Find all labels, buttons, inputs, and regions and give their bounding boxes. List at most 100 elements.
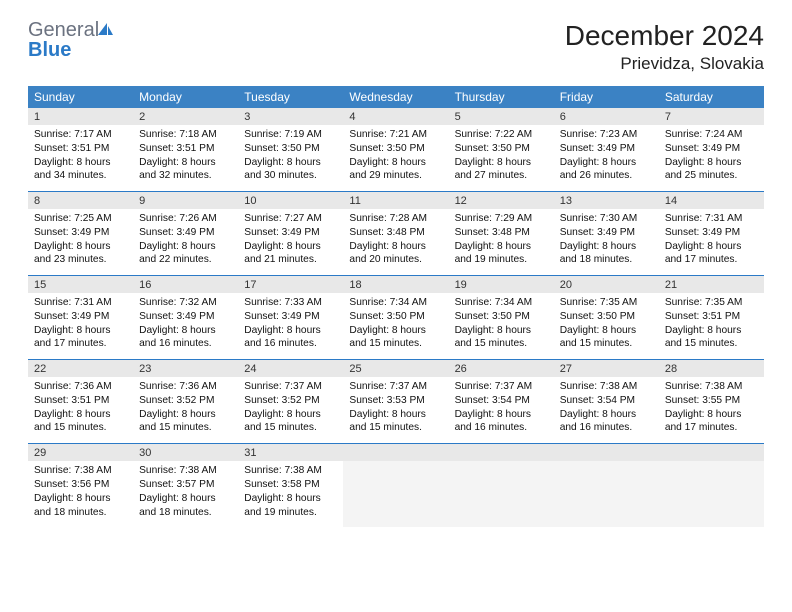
daylight-text: Daylight: 8 hours and 16 minutes. (560, 409, 636, 434)
col-header: Sunday (28, 86, 133, 108)
daylight-text: Daylight: 8 hours and 34 minutes. (34, 157, 110, 182)
daylight-text: Daylight: 8 hours and 15 minutes. (560, 325, 636, 350)
day-detail-cell: Sunrise: 7:36 AMSunset: 3:52 PMDaylight:… (133, 377, 238, 444)
day-detail-cell: Sunrise: 7:27 AM Sunset: 3:49 PM Daylight:… (238, 209, 343, 276)
sunset-text: Sunset: 3:49 PM (560, 227, 635, 238)
daylight-text: Daylight: 8 hours and 16 minutes. (244, 325, 320, 350)
day-detail-cell: Sunrise: 7:28 AMSunset: 3:48 PMDaylight:… (343, 209, 448, 276)
day-detail-cell: Sunrise: 7:37 AMSunset: 3:52 PMDaylight:… (238, 377, 343, 444)
sunrise-text: Sunrise: 7:30 AM (560, 213, 638, 224)
sunrise-text: Sunrise: 7:35 AM (560, 297, 638, 308)
daylight-text: Daylight: 8 hours and 27 minutes. (455, 157, 531, 182)
day-number-cell: 13 (554, 192, 659, 210)
day-number-row: 293031 (28, 444, 764, 462)
day-number-cell: 25 (343, 360, 448, 378)
sunset-text: Sunset: 3:50 PM (560, 311, 635, 322)
sunrise-text: Sunrise: 7:27 AM (244, 213, 322, 224)
sunrise-text: Sunrise: 7:25 AM (34, 213, 112, 224)
sunrise-text: Sunrise: 7:35 AM (665, 297, 743, 308)
day-detail-cell: Sunrise: 7:35 AMSunset: 3:51 PMDaylight:… (659, 293, 764, 360)
daylight-text: Daylight: 8 hours and 18 minutes. (560, 241, 636, 266)
day-number-cell: 30 (133, 444, 238, 462)
sunset-text: Sunset: 3:55 PM (665, 395, 740, 406)
day-detail-cell: Sunrise: 7:21 AMSunset: 3:50 PMDaylight:… (343, 125, 448, 192)
day-detail-cell: Sunrise: 7:33 AMSunset: 3:49 PMDaylight:… (238, 293, 343, 360)
sunset-text: Sunset: 3:51 PM (139, 143, 214, 154)
sunset-text: Sunset: 3:49 PM (34, 227, 109, 238)
sunset-text: Sunset: 3:49 PM (34, 311, 109, 322)
sunset-text: Sunset: 3:48 PM (349, 227, 424, 238)
sunrise-text: Sunrise: 7:24 AM (665, 129, 743, 140)
sunset-text: Sunset: 3:51 PM (34, 395, 109, 406)
daylight-text: Daylight: 8 hours and 20 minutes. (349, 241, 425, 266)
col-header: Monday (133, 86, 238, 108)
day-number-cell: 11 (343, 192, 448, 210)
daylight-text: Daylight: 8 hours and 21 minutes. (244, 241, 320, 266)
day-number-cell: 19 (449, 276, 554, 294)
day-number-cell: 27 (554, 360, 659, 378)
day-number-cell: 16 (133, 276, 238, 294)
day-number-cell: 10 (238, 192, 343, 210)
sunset-text: Sunset: 3:50 PM (455, 311, 530, 322)
sunrise-text: Sunrise: 7:38 AM (244, 465, 322, 476)
day-detail-cell: Sunrise: 7:38 AMSunset: 3:56 PMDaylight:… (28, 461, 133, 527)
day-number-cell: 12 (449, 192, 554, 210)
day-detail-cell: Sunrise: 7:32 AMSunset: 3:49 PMDaylight:… (133, 293, 238, 360)
sunrise-text: Sunrise: 7:38 AM (560, 381, 638, 392)
day-detail-cell: Sunrise: 7:31 AMSunset: 3:49 PMDaylight:… (28, 293, 133, 360)
daylight-text: Daylight: 8 hours and 19 minutes. (455, 241, 531, 266)
sunrise-text: Sunrise: 7:31 AM (665, 213, 743, 224)
sunset-text: Sunset: 3:58 PM (244, 479, 319, 490)
day-detail-cell: Sunrise: 7:19 AM Sunset: 3:50 PM Daylight:… (238, 125, 343, 192)
day-number-cell: 7 (659, 108, 764, 125)
daylight-text: Daylight: 8 hours and 30 minutes. (244, 157, 320, 182)
day-detail-cell: Sunrise: 7:34 AMSunset: 3:50 PMDaylight:… (343, 293, 448, 360)
sunrise-text: Sunrise: 7:36 AM (34, 381, 112, 392)
sunset-text: Sunset: 3:54 PM (560, 395, 635, 406)
page-header: GeneralBlue December 2024 Prievidza, Slo… (28, 20, 764, 74)
day-detail-cell: Sunrise: 7:38 AMSunset: 3:58 PMDaylight:… (238, 461, 343, 527)
daylight-text: Daylight: 8 hours and 26 minutes. (560, 157, 636, 182)
day-number-cell (343, 444, 448, 462)
sunrise-text: Sunrise: 7:17 AM (34, 129, 112, 140)
sunset-text: Sunset: 3:49 PM (560, 143, 635, 154)
sunrise-text: Sunrise: 7:32 AM (139, 297, 217, 308)
sunset-text: Sunset: 3:56 PM (34, 479, 109, 490)
daylight-text: Daylight: 8 hours and 15 minutes. (455, 325, 531, 350)
day-number-cell: 26 (449, 360, 554, 378)
brand-text: GeneralBlue (28, 20, 115, 60)
sunset-text: Sunset: 3:50 PM (349, 311, 424, 322)
day-detail-row: Sunrise: 7:31 AMSunset: 3:49 PMDaylight:… (28, 293, 764, 360)
sunset-text: Sunset: 3:51 PM (665, 311, 740, 322)
daylight-text: Daylight: 8 hours and 17 minutes. (665, 409, 741, 434)
day-detail-cell: Sunrise: 7:35 AM Sunset: 3:50 PM Daylight:… (554, 293, 659, 360)
sunset-text: Sunset: 3:49 PM (244, 227, 319, 238)
sunrise-text: Sunrise: 7:19 AM (244, 129, 322, 140)
day-detail-cell: Sunrise: 7:38 AM Sunset: 3:54 PM Daylight:… (554, 377, 659, 444)
day-detail-cell: Sunrise: 7:17 AMSunset: 3:51 PMDaylight:… (28, 125, 133, 192)
sunrise-text: Sunrise: 7:26 AM (139, 213, 217, 224)
day-detail-cell: Sunrise: 7:23 AMSunset: 3:49 PMDaylight:… (554, 125, 659, 192)
col-header: Friday (554, 86, 659, 108)
sunset-text: Sunset: 3:48 PM (455, 227, 530, 238)
day-number-cell: 29 (28, 444, 133, 462)
day-number-cell: 1 (28, 108, 133, 125)
day-number-cell (554, 444, 659, 462)
sunrise-text: Sunrise: 7:33 AM (244, 297, 322, 308)
daylight-text: Daylight: 8 hours and 25 minutes. (665, 157, 741, 182)
day-number-cell: 20 (554, 276, 659, 294)
sunset-text: Sunset: 3:50 PM (244, 143, 319, 154)
sunset-text: Sunset: 3:54 PM (455, 395, 530, 406)
day-detail-cell: Sunrise: 7:26 AMSunset: 3:49 PMDaylight:… (133, 209, 238, 276)
sunset-text: Sunset: 3:57 PM (139, 479, 214, 490)
day-detail-row: Sunrise: 7:38 AMSunset: 3:56 PMDaylight:… (28, 461, 764, 527)
col-header: Wednesday (343, 86, 448, 108)
sunrise-text: Sunrise: 7:18 AM (139, 129, 217, 140)
day-detail-cell: Sunrise: 7:18 AM Sunset: 3:51 PM Daylight:… (133, 125, 238, 192)
col-header: Tuesday (238, 86, 343, 108)
daylight-text: Daylight: 8 hours and 32 minutes. (139, 157, 215, 182)
daylight-text: Daylight: 8 hours and 29 minutes. (349, 157, 425, 182)
daylight-text: Daylight: 8 hours and 15 minutes. (349, 409, 425, 434)
day-detail-cell: Sunrise: 7:29 AMSunset: 3:48 PMDaylight:… (449, 209, 554, 276)
day-number-cell: 24 (238, 360, 343, 378)
